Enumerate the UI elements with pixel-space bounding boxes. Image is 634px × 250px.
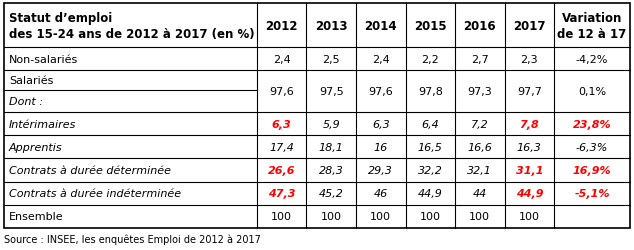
Text: 26,6: 26,6 xyxy=(268,165,295,175)
Text: 100: 100 xyxy=(271,212,292,222)
Text: 29,3: 29,3 xyxy=(368,165,393,175)
Text: 2012: 2012 xyxy=(266,20,298,32)
Text: 16,5: 16,5 xyxy=(418,142,443,152)
Text: 0,1%: 0,1% xyxy=(578,87,606,97)
Text: Variation
de 12 à 17: Variation de 12 à 17 xyxy=(557,12,626,40)
Text: 44: 44 xyxy=(473,188,487,198)
Text: 2,3: 2,3 xyxy=(521,54,538,64)
Text: Ensemble: Ensemble xyxy=(9,212,63,222)
Text: 2,4: 2,4 xyxy=(372,54,390,64)
Text: Contrats à durée indéterminée: Contrats à durée indéterminée xyxy=(9,188,181,198)
Text: 31,1: 31,1 xyxy=(515,165,543,175)
Text: 28,3: 28,3 xyxy=(319,165,344,175)
Text: 44,9: 44,9 xyxy=(515,188,543,198)
Text: Intérimaires: Intérimaires xyxy=(9,119,76,129)
Text: Dont :: Dont : xyxy=(9,97,43,107)
Text: 44,9: 44,9 xyxy=(418,188,443,198)
Text: 97,8: 97,8 xyxy=(418,87,443,97)
Text: 100: 100 xyxy=(469,212,490,222)
Text: Source : INSEE, les enquêtes Emploi de 2012 à 2017: Source : INSEE, les enquêtes Emploi de 2… xyxy=(4,234,261,244)
Text: 7,2: 7,2 xyxy=(471,119,489,129)
Text: 6,3: 6,3 xyxy=(372,119,390,129)
Text: 97,5: 97,5 xyxy=(319,87,344,97)
Text: 32,2: 32,2 xyxy=(418,165,443,175)
Text: Salariés: Salariés xyxy=(9,76,53,86)
Text: 2014: 2014 xyxy=(365,20,397,32)
Text: -4,2%: -4,2% xyxy=(576,54,608,64)
Text: 2,5: 2,5 xyxy=(323,54,340,64)
Text: 17,4: 17,4 xyxy=(269,142,294,152)
Text: 2015: 2015 xyxy=(414,20,446,32)
Text: 5,9: 5,9 xyxy=(322,119,340,129)
Text: 2016: 2016 xyxy=(463,20,496,32)
Text: 47,3: 47,3 xyxy=(268,188,295,198)
Bar xyxy=(4,4,630,228)
Text: 16,9%: 16,9% xyxy=(573,165,611,175)
Text: -6,3%: -6,3% xyxy=(576,142,608,152)
Text: 2013: 2013 xyxy=(315,20,347,32)
Text: Contrats à durée déterminée: Contrats à durée déterminée xyxy=(9,165,171,175)
Text: 6,3: 6,3 xyxy=(272,119,292,129)
Text: 6,4: 6,4 xyxy=(422,119,439,129)
Text: -5,1%: -5,1% xyxy=(574,188,610,198)
Text: 16: 16 xyxy=(373,142,388,152)
Text: 2,7: 2,7 xyxy=(471,54,489,64)
Text: 32,1: 32,1 xyxy=(467,165,492,175)
Text: 97,3: 97,3 xyxy=(467,87,492,97)
Text: 100: 100 xyxy=(420,212,441,222)
Text: 7,8: 7,8 xyxy=(519,119,540,129)
Text: 46: 46 xyxy=(373,188,388,198)
Text: 18,1: 18,1 xyxy=(319,142,344,152)
Text: 97,7: 97,7 xyxy=(517,87,542,97)
Text: 2017: 2017 xyxy=(513,20,546,32)
Text: 16,6: 16,6 xyxy=(467,142,492,152)
Text: Statut d’emploi
des 15-24 ans de 2012 à 2017 (en %): Statut d’emploi des 15-24 ans de 2012 à … xyxy=(9,12,255,40)
Text: Apprentis: Apprentis xyxy=(9,142,63,152)
Text: 23,8%: 23,8% xyxy=(573,119,611,129)
Text: 100: 100 xyxy=(519,212,540,222)
Text: Non-salariés: Non-salariés xyxy=(9,54,78,64)
Text: 16,3: 16,3 xyxy=(517,142,542,152)
Text: 97,6: 97,6 xyxy=(269,87,294,97)
Text: 45,2: 45,2 xyxy=(319,188,344,198)
Text: 2,4: 2,4 xyxy=(273,54,290,64)
Text: 2,2: 2,2 xyxy=(422,54,439,64)
Text: 100: 100 xyxy=(370,212,391,222)
Text: 100: 100 xyxy=(321,212,342,222)
Text: 97,6: 97,6 xyxy=(368,87,393,97)
